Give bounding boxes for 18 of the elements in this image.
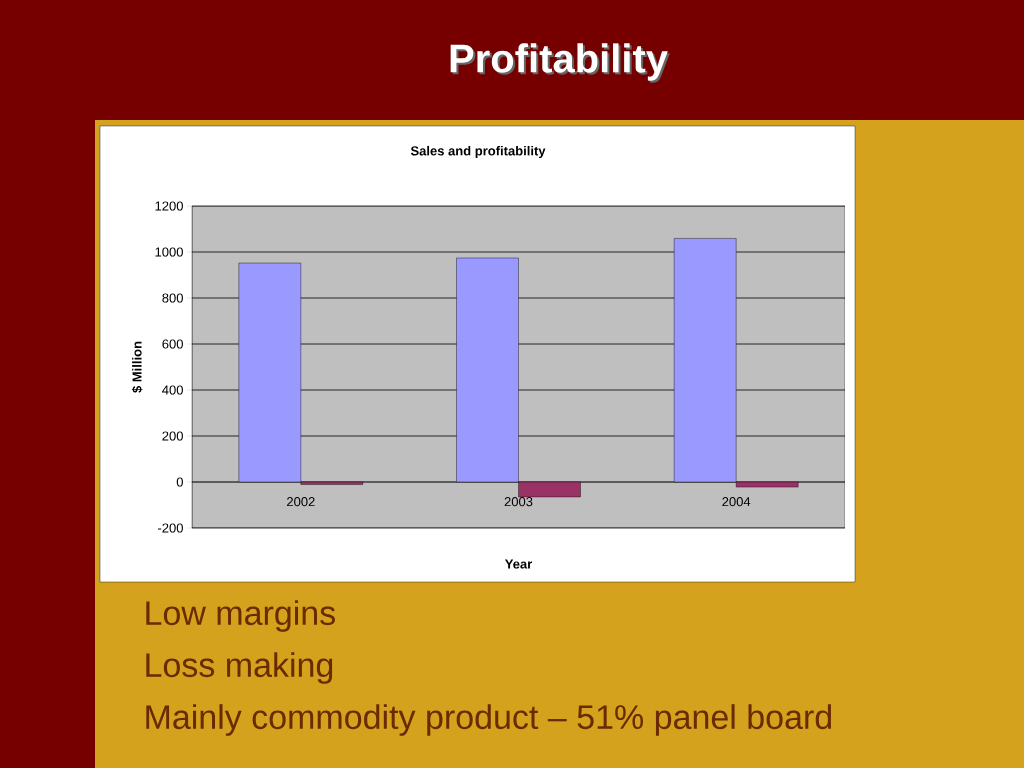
chart-title: Profitability [452, 45, 670, 83]
x-tick-label: 2002 [287, 497, 315, 507]
text: Loss making [146, 652, 333, 684]
y-tick-label: 400 [162, 385, 183, 395]
y-tick-label: 1000 [155, 247, 183, 257]
y-tick-label: 1200 [155, 201, 183, 211]
x-tick-label: 2003 [504, 497, 533, 507]
chart-subtitle: Sales and profitability [410, 145, 546, 159]
x-axis-title: Year [504, 559, 533, 569]
x-tick-label: 2004 [722, 497, 751, 507]
y-tick-label: 800 [162, 293, 183, 303]
text: Mainly commodity product – 51% panel board [146, 704, 832, 736]
y-tick-label: 0 [176, 477, 183, 487]
y-axis-title: $ Million [131, 341, 143, 393]
y-tick-label: -200 [158, 523, 183, 533]
y-tick-label: 200 [162, 431, 183, 441]
y-tick-label: 600 [162, 339, 183, 349]
text: Low margins [146, 600, 335, 632]
